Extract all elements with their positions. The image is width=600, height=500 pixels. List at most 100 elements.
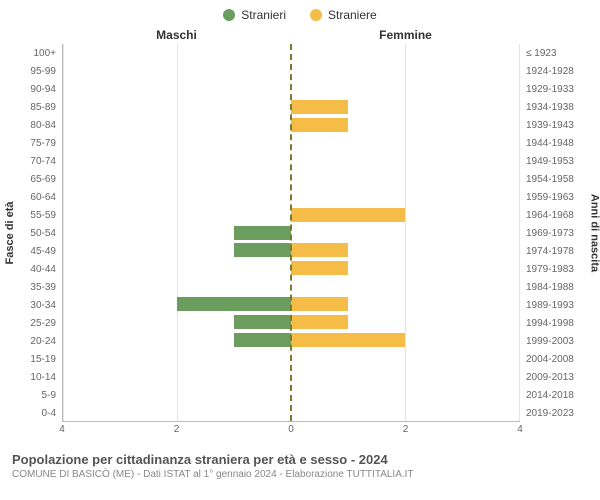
bar-row-male [63, 385, 291, 403]
y-tick-age: 90-94 [12, 80, 56, 98]
caption-subtitle: COMUNE DI BASICÒ (ME) - Dati ISTAT al 1°… [12, 469, 588, 480]
plot-area: Fasce di età Anni di nascita 100+95-9990… [12, 44, 588, 422]
legend-label-male: Stranieri [241, 8, 286, 22]
y-tick-birth: 1979-1983 [526, 260, 588, 278]
bar-row-male [63, 152, 291, 170]
bar-row-female [291, 224, 519, 242]
y-tick-age: 5-9 [12, 386, 56, 404]
y-tick-age: 30-34 [12, 296, 56, 314]
bar-row-male [63, 277, 291, 295]
y-tick-age: 95-99 [12, 62, 56, 80]
panel-male [63, 44, 291, 421]
bar-row-female [291, 152, 519, 170]
center-line [290, 44, 292, 421]
bar-row-male [63, 206, 291, 224]
y-tick-age: 15-19 [12, 350, 56, 368]
legend-swatch-female [310, 9, 322, 21]
bar-row-male [63, 224, 291, 242]
bar-row-male [63, 44, 291, 62]
bar-row-male [63, 62, 291, 80]
bar-row-female [291, 206, 519, 224]
bar-female [291, 333, 405, 347]
y-tick-age: 100+ [12, 44, 56, 62]
y-tick-birth: ≤ 1923 [526, 44, 588, 62]
bar-female [291, 118, 348, 132]
y-tick-age: 35-39 [12, 278, 56, 296]
bar-row-male [63, 170, 291, 188]
bar-row-female [291, 259, 519, 277]
bar-female [291, 261, 348, 275]
bar-row-male [63, 331, 291, 349]
y-tick-birth: 1994-1998 [526, 314, 588, 332]
y-tick-birth: 1929-1933 [526, 80, 588, 98]
bar-male [234, 333, 291, 347]
y-tick-birth: 1969-1973 [526, 224, 588, 242]
y-tick-age: 75-79 [12, 134, 56, 152]
bar-row-male [63, 134, 291, 152]
bar-row-female [291, 331, 519, 349]
y-tick-birth: 1964-1968 [526, 206, 588, 224]
bar-row-female [291, 134, 519, 152]
y-tick-age: 25-29 [12, 314, 56, 332]
y-tick-birth: 2004-2008 [526, 350, 588, 368]
bar-female [291, 297, 348, 311]
y-axis-left: 100+95-9990-9485-8980-8475-7970-7465-696… [12, 44, 62, 422]
y-tick-birth: 2019-2023 [526, 404, 588, 422]
y-tick-age: 0-4 [12, 404, 56, 422]
y-tick-birth: 1924-1928 [526, 62, 588, 80]
y-tick-age: 40-44 [12, 260, 56, 278]
bar-row-female [291, 170, 519, 188]
panel-female [291, 44, 519, 421]
legend-swatch-male [223, 9, 235, 21]
header-male: Maschi [62, 28, 291, 42]
bar-male [234, 226, 291, 240]
bar-row-female [291, 367, 519, 385]
bar-row-female [291, 116, 519, 134]
bar-male [234, 315, 291, 329]
x-tick: 2 [403, 424, 409, 435]
panels [62, 44, 520, 422]
x-tick: 4 [59, 424, 65, 435]
y-tick-birth: 1974-1978 [526, 242, 588, 260]
bar-row-male [63, 241, 291, 259]
bar-row-female [291, 295, 519, 313]
bar-row-female [291, 277, 519, 295]
bar-row-male [63, 403, 291, 421]
x-axis: 420 24 [12, 424, 588, 438]
y-tick-age: 65-69 [12, 170, 56, 188]
bar-female [291, 100, 348, 114]
bar-male [177, 297, 291, 311]
bar-row-male [63, 313, 291, 331]
y-tick-age: 10-14 [12, 368, 56, 386]
legend-item-male: Stranieri [223, 8, 286, 22]
bar-male [234, 243, 291, 257]
bar-row-female [291, 188, 519, 206]
y-tick-birth: 1999-2003 [526, 332, 588, 350]
y-tick-age: 60-64 [12, 188, 56, 206]
y-axis-label-right: Anni di nascita [588, 194, 600, 272]
bar-row-female [291, 403, 519, 421]
y-tick-age: 20-24 [12, 332, 56, 350]
legend: Stranieri Straniere [12, 8, 588, 22]
y-tick-birth: 1954-1958 [526, 170, 588, 188]
panel-headers: Maschi Femmine [12, 28, 588, 42]
y-tick-birth: 1939-1943 [526, 116, 588, 134]
bar-row-female [291, 385, 519, 403]
bar-row-male [63, 259, 291, 277]
bar-female [291, 208, 405, 222]
y-tick-age: 45-49 [12, 242, 56, 260]
bar-row-male [63, 80, 291, 98]
y-tick-age: 70-74 [12, 152, 56, 170]
bar-row-female [291, 313, 519, 331]
bar-row-male [63, 188, 291, 206]
legend-label-female: Straniere [328, 8, 377, 22]
bar-row-male [63, 367, 291, 385]
legend-item-female: Straniere [310, 8, 377, 22]
x-tick: 4 [517, 424, 523, 435]
header-female: Femmine [291, 28, 520, 42]
pyramid-chart: Stranieri Straniere Maschi Femmine Fasce… [0, 0, 600, 500]
bar-row-female [291, 98, 519, 116]
y-tick-birth: 2014-2018 [526, 386, 588, 404]
y-tick-birth: 1949-1953 [526, 152, 588, 170]
x-tick: 2 [174, 424, 180, 435]
